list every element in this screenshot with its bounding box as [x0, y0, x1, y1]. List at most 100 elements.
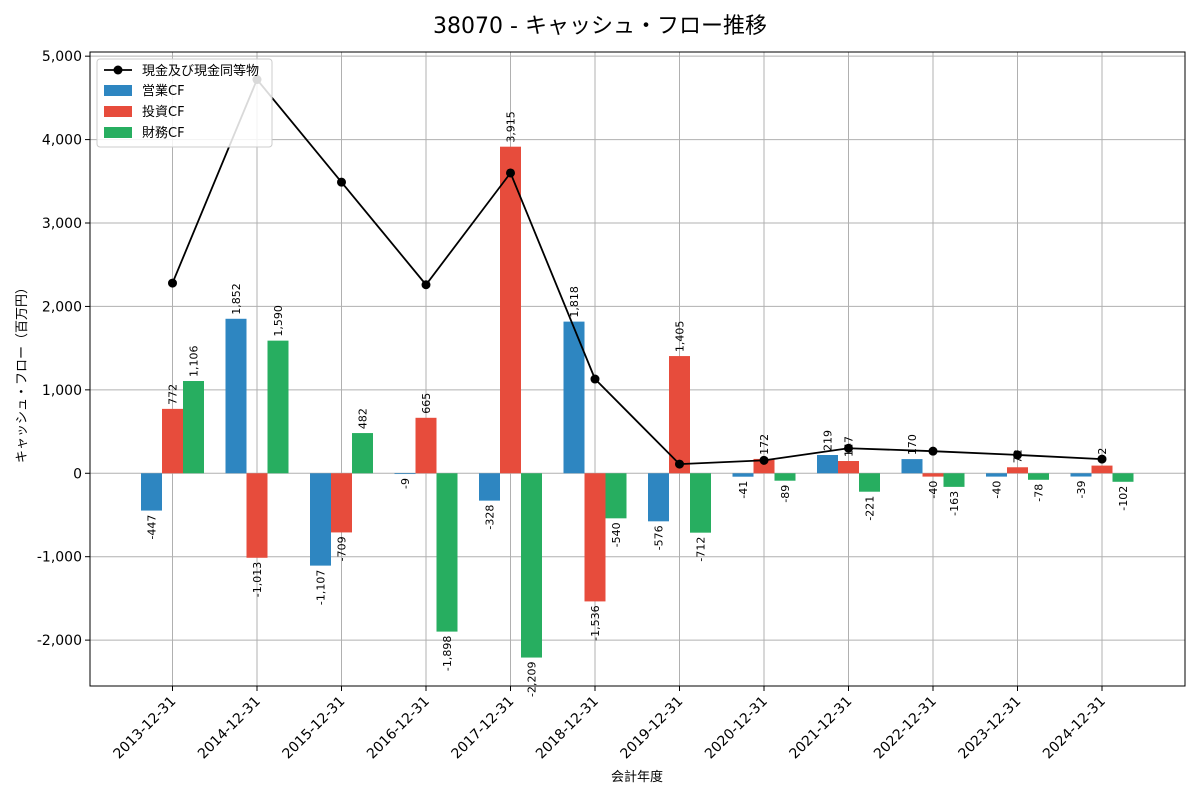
bar: [774, 473, 796, 481]
y-tick-label: -2,000: [37, 633, 82, 649]
bar-value-label: -712: [695, 537, 708, 562]
bar: [479, 473, 500, 501]
y-tick-label: 1,000: [42, 383, 82, 399]
legend-label-cash: 現金及び現金同等物: [142, 63, 259, 79]
x-tick-label: 2023-12-31: [955, 694, 1024, 763]
bar: [183, 381, 204, 474]
x-tick-label: 2017-12-31: [448, 694, 517, 763]
bar: [310, 473, 331, 566]
bar: [584, 473, 606, 602]
cash-point: [759, 455, 769, 465]
legend-box: [96, 58, 273, 148]
bar-value-label: -163: [948, 491, 961, 516]
legend-swatch-financing: [104, 127, 132, 138]
bar-value-label: 172: [758, 434, 771, 455]
x-tick-label: 2016-12-31: [364, 694, 433, 763]
y-tick-label: 3,000: [42, 216, 82, 232]
bar: [500, 146, 521, 474]
bar-value-label: -328: [484, 505, 497, 530]
x-axis-label: 会計年度: [611, 769, 663, 785]
bar-value-label: 3,915: [505, 111, 518, 143]
bar-value-label: 772: [167, 384, 180, 405]
bar-value-label: 482: [357, 408, 370, 429]
bar-value-label: 665: [420, 393, 433, 414]
bar-value-label: -39: [1075, 481, 1088, 499]
bar-value-label: -41: [737, 481, 750, 499]
bar-value-label: -2,209: [526, 662, 539, 697]
x-tick-label: 2020-12-31: [702, 694, 771, 763]
bar-value-label: -9: [399, 478, 412, 489]
x-tick-label: 2024-12-31: [1040, 694, 1109, 763]
bar: [732, 473, 754, 477]
cash-line: [171, 77, 1103, 466]
cash-point: [675, 459, 684, 469]
x-tick-label: 2014-12-31: [195, 694, 264, 763]
bar-value-label: 170: [906, 434, 919, 455]
plot-frame: [89, 51, 1186, 687]
bar-value-label: 219: [822, 430, 835, 451]
bar-value-label: 1,818: [568, 286, 581, 318]
y-axis-label: キャッシュ・フロー（百万円）: [15, 281, 30, 463]
bar: [690, 473, 711, 533]
y-tick-label: 4,000: [42, 133, 82, 149]
legend-label-operating: 営業CF: [142, 83, 185, 99]
cash-point: [928, 446, 938, 456]
x-tick-label: 2018-12-31: [533, 694, 602, 763]
legend-swatch-operating: [104, 85, 132, 96]
bar: [901, 459, 923, 474]
bar-value-label: -709: [336, 536, 349, 561]
bar: [838, 461, 859, 474]
bar-value-label: -1,898: [441, 636, 454, 671]
cash-line-layer: [168, 75, 1107, 469]
cash-point: [1097, 454, 1107, 464]
cash-point: [506, 168, 515, 178]
bar-value-label: -40: [991, 481, 1004, 499]
bar: [521, 473, 542, 658]
x-tick-label: 2015-12-31: [279, 694, 348, 763]
bar: [331, 473, 352, 533]
y-tick-label: 2,000: [42, 299, 82, 315]
bar-value-label: 92: [1096, 448, 1109, 462]
bar: [943, 473, 965, 487]
bar: [753, 458, 775, 474]
bar-value-label: 1,405: [674, 321, 687, 353]
bar-value-label: -576: [653, 525, 666, 550]
bar: [563, 321, 585, 474]
bar-value-label: -447: [146, 515, 159, 540]
bar: [1007, 467, 1028, 474]
bar: [162, 408, 183, 474]
bar-value-label: 147: [843, 436, 856, 457]
x-tick-label: 2013-12-31: [110, 694, 179, 763]
bar-value-label: -1,536: [589, 605, 602, 640]
cash-point: [1013, 450, 1022, 460]
cash-point: [590, 374, 600, 384]
bar: [986, 473, 1007, 477]
bar: [267, 340, 289, 474]
y-tick-label: 5,000: [42, 49, 82, 65]
cash-point: [168, 278, 177, 288]
legend: 現金及び現金同等物 営業CF 投資CF 財務CF: [96, 58, 273, 148]
x-tick-label: 2021-12-31: [786, 694, 855, 763]
x-axis-ticks: 2013-12-31 2014-12-31 2015-12-31 2016-12-31…: [110, 686, 1109, 763]
cash-point: [337, 177, 346, 187]
bar-value-label: -221: [864, 496, 877, 521]
y-tick-label: 0: [73, 466, 82, 482]
bar-value-label: -540: [610, 522, 623, 547]
bar: [225, 318, 247, 474]
bar: [648, 473, 669, 522]
bar-value-label: -78: [1033, 484, 1046, 502]
bar: [352, 433, 373, 474]
bar-value-label: -1,013: [251, 562, 264, 597]
bar: [246, 473, 268, 558]
legend-label-financing: 財務CF: [142, 126, 185, 141]
y-axis-ticks: -2,000 -1,000 0 1,000 2,000 3,000 4,000 5,000: [37, 49, 90, 649]
bar: [817, 455, 838, 474]
cash-point: [844, 443, 853, 453]
bar: [1028, 473, 1049, 480]
bar-value-label: -102: [1117, 486, 1130, 511]
legend-label-investing: 投資CF: [142, 104, 185, 120]
bar-labels-layer: -447 1,852 -1,107 -9 -328 1,818 -576 -41 219 170 -…: [146, 111, 1131, 697]
bar-value-label: 72: [1012, 449, 1025, 463]
bar-value-label: 1,852: [230, 283, 243, 315]
